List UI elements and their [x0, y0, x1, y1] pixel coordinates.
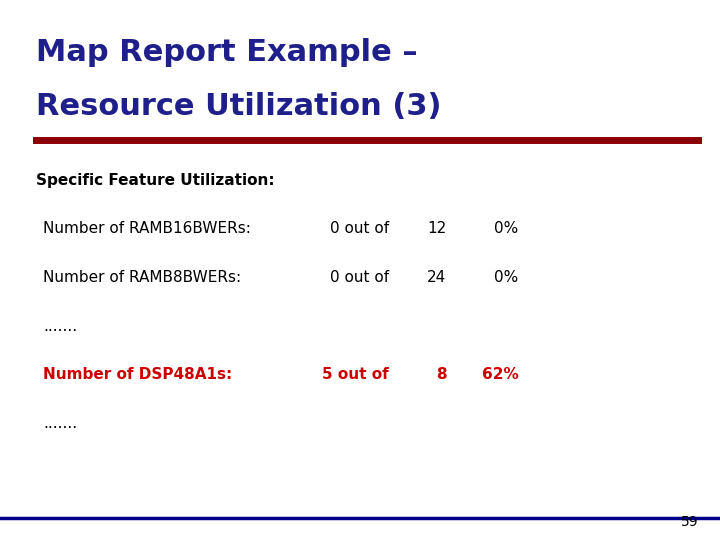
Text: Map Report Example –: Map Report Example – [36, 38, 418, 67]
Text: 0 out of: 0 out of [330, 270, 389, 285]
Text: 24: 24 [427, 270, 446, 285]
Text: Resource Utilization (3): Resource Utilization (3) [36, 92, 441, 121]
Text: Number of DSP48A1s:: Number of DSP48A1s: [43, 367, 233, 382]
Text: 8: 8 [436, 367, 446, 382]
Text: Specific Feature Utilization:: Specific Feature Utilization: [36, 173, 274, 188]
Text: Number of RAMB8BWERs:: Number of RAMB8BWERs: [43, 270, 241, 285]
Text: Number of RAMB16BWERs:: Number of RAMB16BWERs: [43, 221, 251, 237]
Text: .......: ....... [43, 319, 77, 334]
Text: 0 out of: 0 out of [330, 221, 389, 237]
Text: 0%: 0% [494, 270, 518, 285]
Text: 62%: 62% [482, 367, 518, 382]
Text: 5 out of: 5 out of [322, 367, 389, 382]
Text: .......: ....... [43, 416, 77, 431]
Text: 59: 59 [681, 515, 698, 529]
Text: 12: 12 [427, 221, 446, 237]
Text: 0%: 0% [494, 221, 518, 237]
